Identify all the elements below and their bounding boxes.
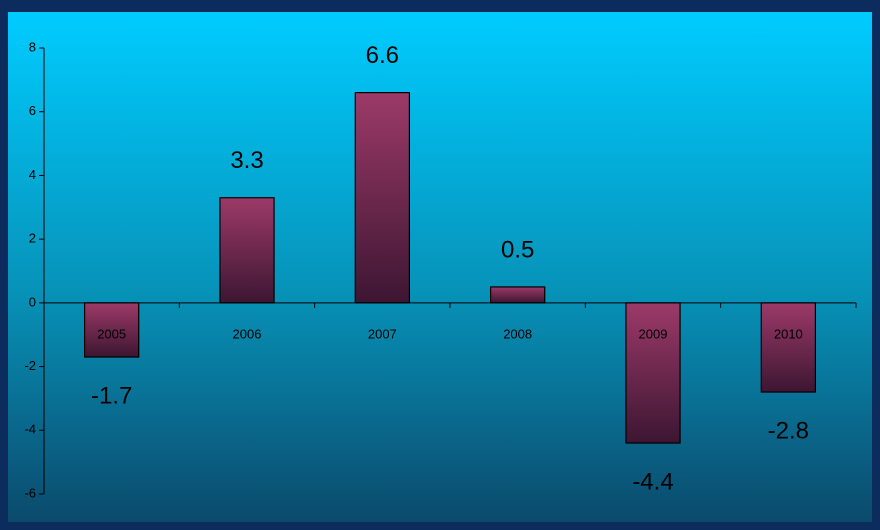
x-tick-label: 2009	[639, 326, 668, 341]
x-tick-label: 2007	[368, 326, 397, 341]
y-tick-label: 0	[29, 294, 36, 309]
y-tick-label: -6	[24, 485, 36, 500]
bar	[219, 197, 275, 304]
bar	[490, 286, 546, 304]
plot-background	[8, 12, 872, 522]
y-tick-label: -4	[24, 422, 36, 437]
value-label: 0.5	[501, 236, 534, 263]
value-label: -4.4	[632, 468, 673, 495]
y-tick-label: 8	[29, 39, 36, 54]
bar	[760, 302, 816, 393]
value-label: 3.3	[230, 147, 263, 174]
x-tick-label: 2005	[97, 326, 126, 341]
bar	[625, 302, 681, 444]
x-tick-label: 2006	[233, 326, 262, 341]
x-tick-label: 2010	[774, 326, 803, 341]
value-label: -2.8	[768, 417, 809, 444]
y-tick-label: -2	[24, 358, 36, 373]
y-tick-label: 6	[29, 103, 36, 118]
y-tick-label: 4	[29, 167, 36, 182]
value-label: -1.7	[91, 382, 132, 409]
bar	[354, 91, 410, 304]
x-tick-label: 2008	[503, 326, 532, 341]
value-label: 6.6	[366, 42, 399, 69]
y-tick-label: 2	[29, 231, 36, 246]
